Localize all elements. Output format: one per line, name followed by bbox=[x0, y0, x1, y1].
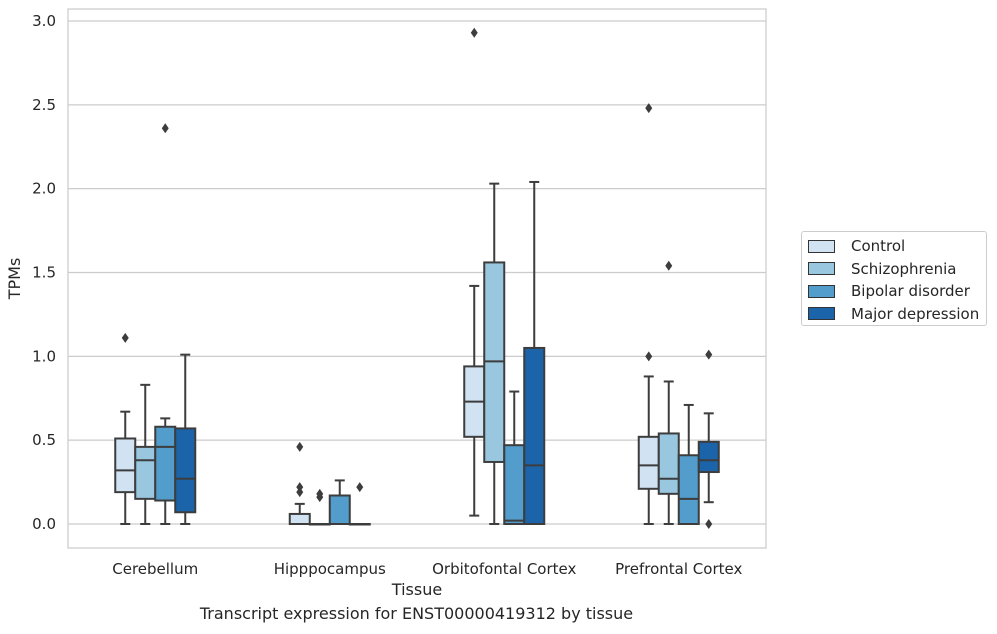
plot-frame bbox=[67, 8, 767, 549]
box-bipolar-disorder bbox=[154, 123, 177, 525]
box-series-group bbox=[114, 27, 720, 529]
box-schizophrenia bbox=[657, 260, 680, 525]
legend-item-schizophrenia: Schizophrenia bbox=[808, 258, 986, 281]
box-major-depression bbox=[348, 482, 371, 526]
outlier-point bbox=[470, 27, 478, 38]
legend-swatch-control bbox=[808, 239, 835, 253]
box-bipolar-disorder bbox=[677, 403, 700, 525]
y-tick-label: 0.0 bbox=[32, 515, 56, 533]
y-tick-label: 0.5 bbox=[32, 431, 56, 449]
box-body bbox=[657, 432, 680, 495]
box-body bbox=[503, 444, 526, 525]
box-control bbox=[288, 441, 311, 526]
legend-label-schizophrenia: Schizophrenia bbox=[851, 259, 957, 278]
outlier-point bbox=[705, 519, 713, 529]
legend-label-major-depression: Major depression bbox=[851, 304, 980, 323]
x-tick-labels: Cerebellum Hipppocampus Orbitofontal Corte… bbox=[112, 560, 742, 578]
box-body bbox=[523, 346, 546, 526]
box-body bbox=[328, 494, 351, 526]
box-body bbox=[637, 435, 660, 490]
box-schizophrenia bbox=[483, 182, 506, 525]
y-axis-label: TPMs bbox=[5, 258, 24, 301]
box-body bbox=[697, 440, 720, 474]
outlier-point bbox=[296, 482, 304, 493]
outlier-point bbox=[705, 349, 713, 360]
box-control bbox=[114, 332, 137, 525]
x-tick-label: Prefrontal Cortex bbox=[615, 560, 742, 578]
y-tick-label: 2.0 bbox=[32, 180, 56, 198]
outlier-point bbox=[665, 260, 673, 271]
box-body bbox=[174, 427, 197, 514]
y-tick-labels: 0.0 0.5 1.0 1.5 2.0 2.5 3.0 bbox=[32, 12, 56, 533]
x-axis-label: Tissue bbox=[391, 580, 442, 599]
legend-swatch-major-depression bbox=[808, 307, 835, 321]
x-tick-label: Cerebellum bbox=[112, 560, 198, 578]
box-schizophrenia bbox=[134, 383, 157, 525]
y-tick-label: 3.0 bbox=[32, 12, 56, 30]
box-body bbox=[288, 512, 311, 526]
chart-caption: Transcript expression for ENST0000041931… bbox=[199, 604, 634, 623]
box-body bbox=[114, 437, 137, 494]
legend-swatch-bipolar bbox=[808, 284, 835, 298]
outlier-point bbox=[645, 351, 653, 362]
outlier-point bbox=[161, 123, 169, 134]
outlier-point bbox=[121, 332, 129, 343]
box-bipolar-disorder bbox=[328, 479, 351, 526]
legend-swatch-schizophrenia bbox=[808, 262, 835, 276]
legend-item-bipolar: Bipolar disorder bbox=[808, 280, 986, 303]
box-major-depression bbox=[697, 349, 720, 529]
outlier-point bbox=[316, 488, 324, 499]
x-tick-label: Orbitofontal Cortex bbox=[432, 560, 576, 578]
x-tick-label: Hipppocampus bbox=[274, 560, 386, 578]
box-control bbox=[463, 27, 486, 517]
outlier-point bbox=[356, 482, 364, 493]
box-body bbox=[677, 454, 700, 525]
box-control bbox=[637, 103, 660, 525]
legend-item-control: Control bbox=[808, 235, 986, 258]
legend-label-control: Control bbox=[851, 237, 906, 256]
y-tick-label: 1.5 bbox=[32, 264, 56, 282]
y-tick-label: 2.5 bbox=[32, 96, 56, 114]
outlier-point bbox=[296, 441, 304, 452]
outlier-point bbox=[645, 103, 653, 114]
outlier-point bbox=[296, 487, 304, 498]
box-major-depression bbox=[523, 180, 546, 526]
box-body bbox=[134, 445, 157, 500]
box-major-depression bbox=[174, 353, 197, 525]
y-tick-label: 1.0 bbox=[32, 347, 56, 365]
legend: Control Schizophrenia Bipolar disorder M… bbox=[801, 231, 987, 326]
legend-label-bipolar: Bipolar disorder bbox=[851, 282, 970, 301]
box-bipolar-disorder bbox=[503, 390, 526, 525]
box-schizophrenia bbox=[308, 488, 331, 526]
box-body bbox=[154, 425, 177, 502]
legend-item-major-depression: Major depression bbox=[808, 303, 986, 326]
